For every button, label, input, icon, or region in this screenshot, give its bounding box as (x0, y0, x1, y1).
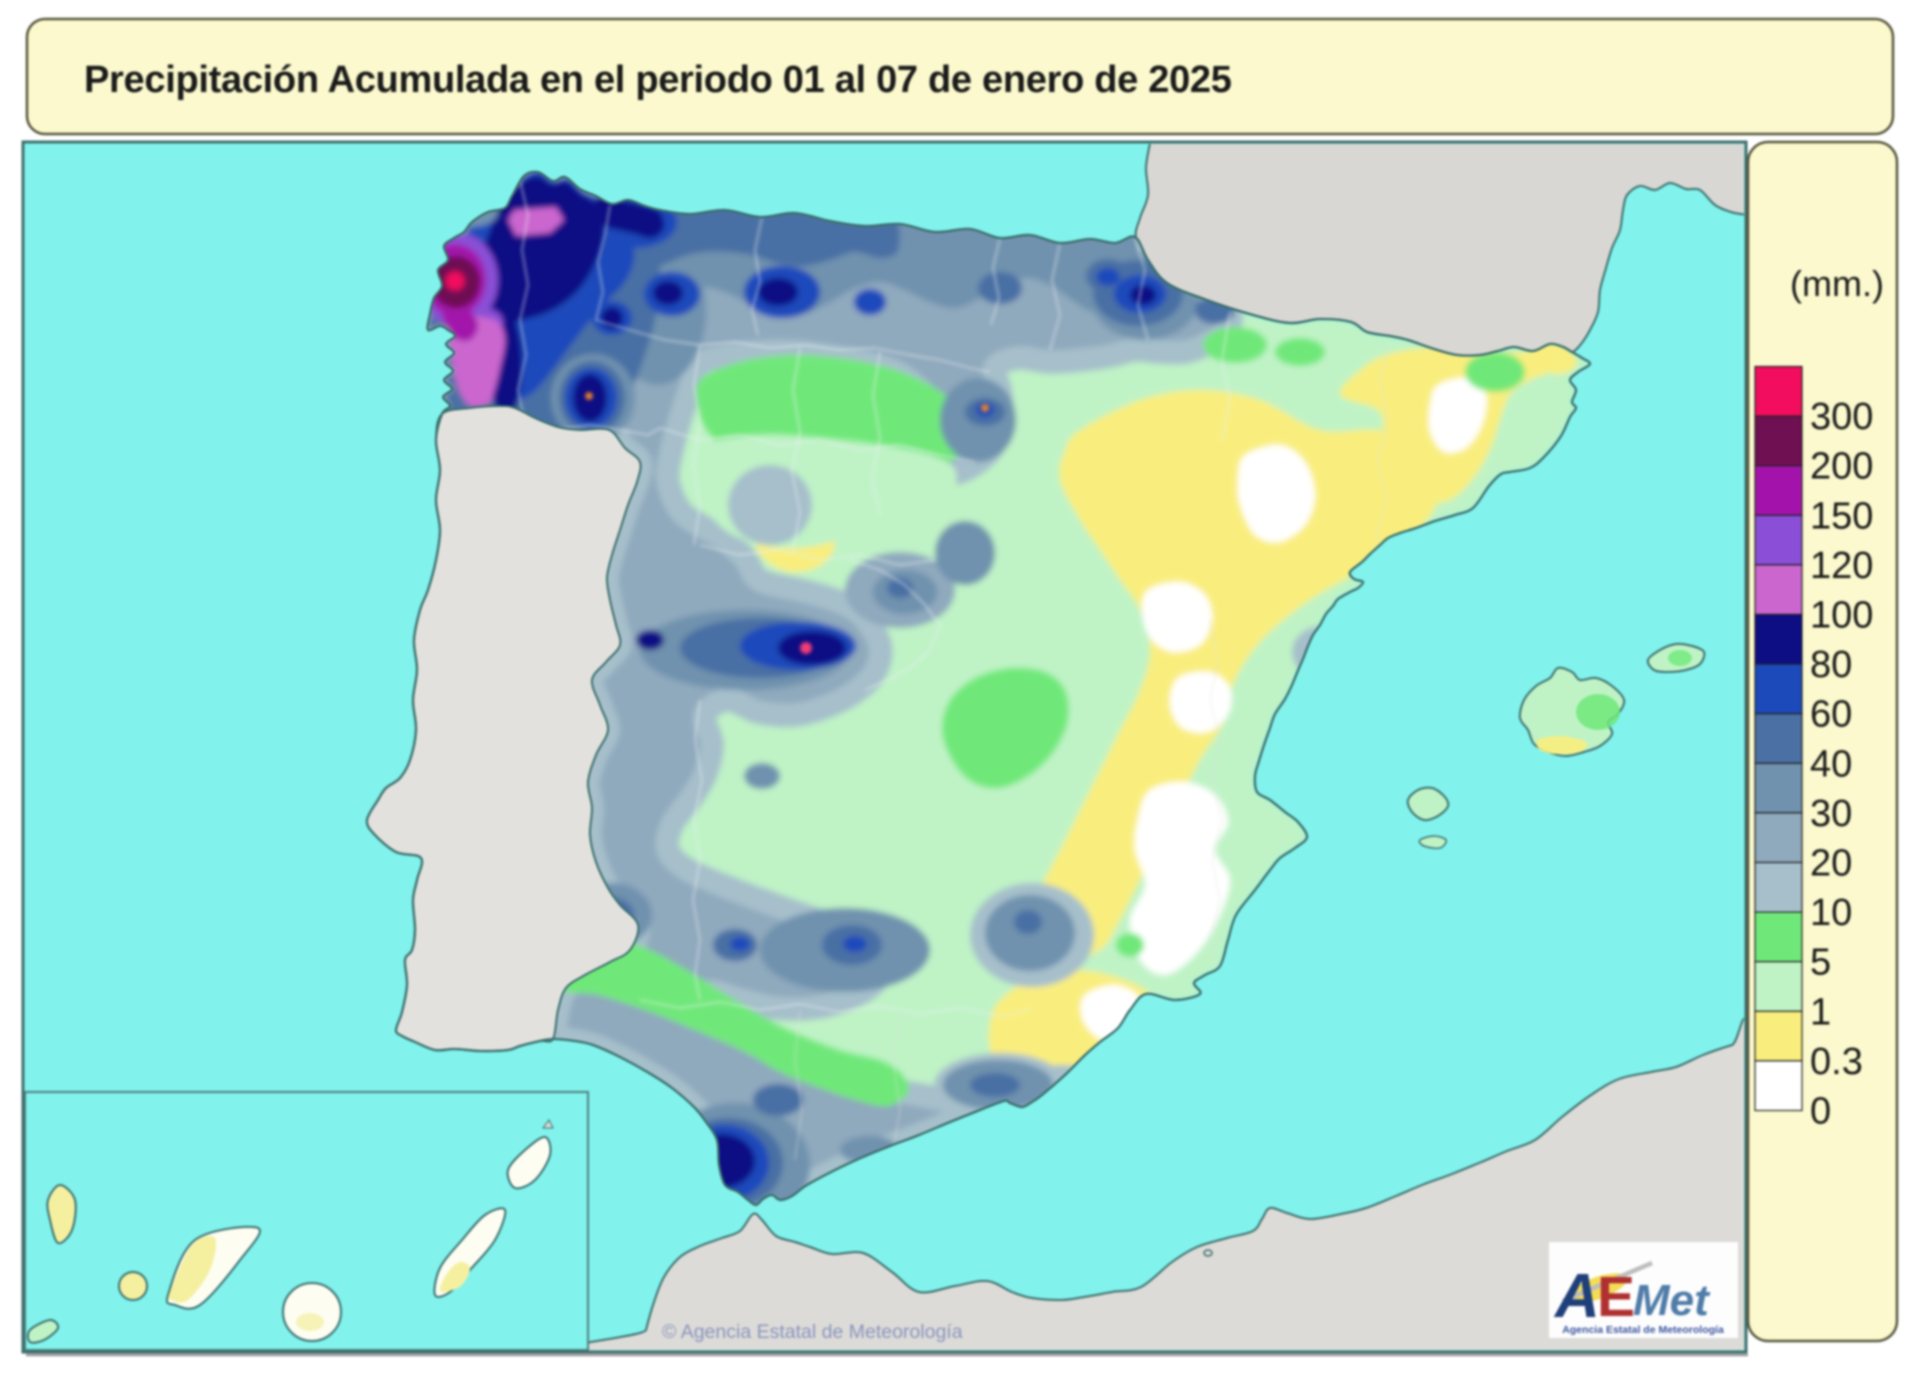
svg-text:10: 10 (1810, 892, 1852, 934)
svg-text:60: 60 (1810, 694, 1852, 736)
svg-text:100: 100 (1810, 595, 1873, 637)
svg-text:300: 300 (1810, 396, 1873, 438)
svg-text:Agencia Estatal de Meteorologí: Agencia Estatal de Meteorología (1562, 1324, 1724, 1336)
svg-text:5: 5 (1810, 942, 1831, 984)
svg-text:(mm.): (mm.) (1790, 263, 1884, 304)
svg-text:© Agencia Estatal de Meteorolo: © Agencia Estatal de Meteorología (662, 1321, 963, 1343)
svg-text:80: 80 (1810, 644, 1852, 686)
svg-text:200: 200 (1810, 446, 1873, 488)
svg-text:20: 20 (1810, 843, 1852, 885)
svg-text:0.3: 0.3 (1810, 1041, 1863, 1083)
svg-text:A: A (1553, 1262, 1600, 1331)
svg-text:120: 120 (1810, 545, 1873, 587)
svg-text:E: E (1597, 1265, 1635, 1329)
svg-text:0: 0 (1810, 1091, 1831, 1133)
svg-text:Met: Met (1633, 1276, 1711, 1325)
svg-text:30: 30 (1810, 793, 1852, 835)
svg-text:150: 150 (1810, 495, 1873, 537)
svg-text:Precipitación Acumulada en el: Precipitación Acumulada en el periodo 01… (84, 59, 1232, 101)
svg-text:40: 40 (1810, 743, 1852, 785)
svg-text:1: 1 (1810, 991, 1831, 1033)
